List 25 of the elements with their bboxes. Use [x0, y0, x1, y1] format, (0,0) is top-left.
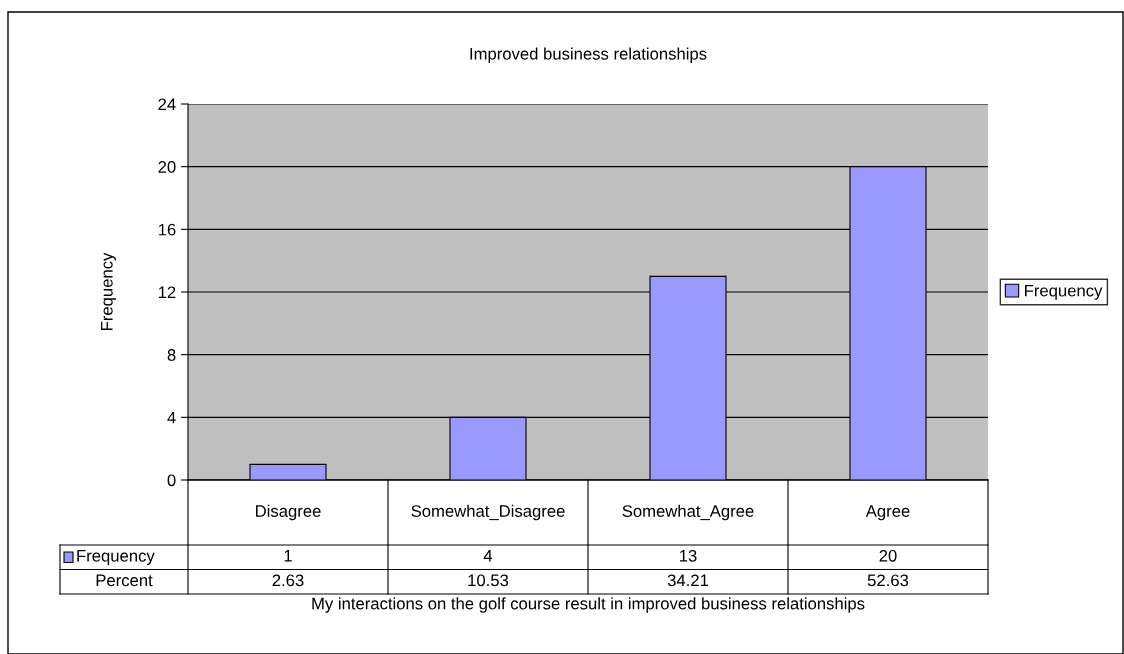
- y-tick-label: 24: [158, 98, 176, 111]
- text: 52.63: [867, 574, 909, 587]
- data-label: 1: [284, 550, 292, 562]
- y-tick-label: 20: [158, 161, 176, 173]
- y-tick-label: 8: [167, 349, 176, 361]
- x-tick-label: Disagree: [256, 504, 321, 521]
- legend-label: Frequency: [1025, 284, 1103, 300]
- chart-title: Improved business relationships: [470, 47, 707, 64]
- data-label: 4: [483, 550, 493, 562]
- text: 10.53: [468, 574, 509, 587]
- x-tick-label: Somewhat_Disagree: [411, 504, 565, 521]
- text: 34.21: [667, 574, 709, 587]
- x-axis-title: My interactions on the golf course result in improved business relationships: [312, 597, 865, 613]
- text: 2.63: [272, 574, 304, 587]
- x-tick-label: Somewhat_Agree: [622, 504, 754, 521]
- x-tick-label: Agree: [865, 505, 910, 521]
- text: Frequency: [77, 550, 155, 566]
- data-label: 13: [680, 549, 697, 562]
- y-tick-label: 4: [167, 411, 176, 424]
- text: Percent: [96, 574, 153, 587]
- data-label: 20: [879, 549, 897, 562]
- y-tick-label: 0: [167, 474, 176, 487]
- y-tick-label: 16: [158, 223, 176, 236]
- y-axis-title: Frequency: [101, 252, 116, 330]
- y-tick-label: 12: [158, 286, 176, 299]
